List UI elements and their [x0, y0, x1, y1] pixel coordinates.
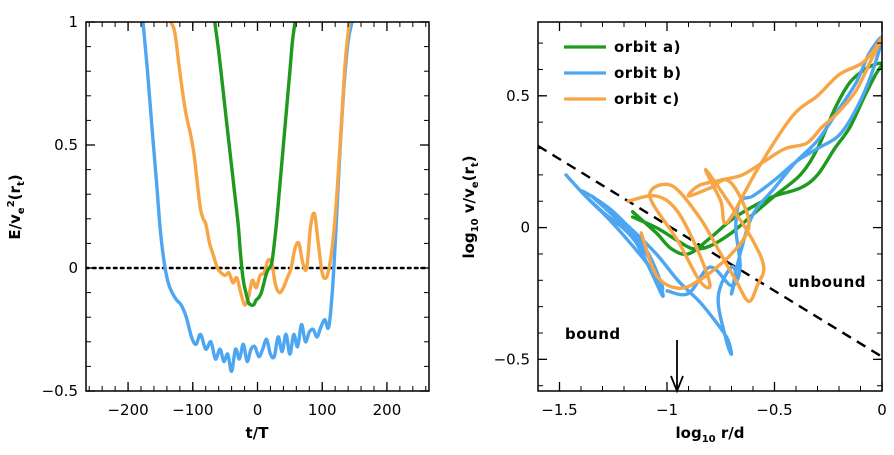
right-panel: −1.5 −1 −0.5 0 −0.5 0 0.5 log10 r/d log10 v/ve… — [460, 21, 887, 445]
left-y-tick-label: 0.5 — [54, 136, 78, 154]
left-x-tick-label: 100 — [308, 401, 337, 419]
right-x-axis-label: log10 r/d — [676, 424, 745, 445]
legend: orbit a) orbit b) orbit c) — [564, 38, 682, 108]
legend-label: orbit b) — [614, 64, 682, 82]
legend-label: orbit a) — [614, 38, 681, 56]
left-x-tick-label: 200 — [373, 401, 402, 419]
right-x-tick-label: −0.5 — [756, 401, 792, 419]
left-panel: −200 −100 0 100 200 −0.5 0 0.5 1 t/T E/ve2(rt) — [6, 13, 430, 442]
left-series-orbitb — [141, 22, 354, 374]
left-x-tick-label: −200 — [107, 401, 148, 419]
left-y-tick-label: 0 — [68, 259, 78, 277]
left-series-orbitc — [169, 22, 352, 307]
left-x-axis-label: t/T — [246, 424, 270, 442]
left-y-tick-label: 1 — [68, 13, 78, 31]
right-x-tick-label: 0 — [877, 401, 887, 419]
legend-label: orbit c) — [614, 90, 680, 108]
right-y-tick-label: 0 — [520, 219, 530, 237]
left-x-tick-label: 0 — [253, 401, 263, 419]
right-y-axis-label: log10 v/ve(rt) — [460, 155, 481, 258]
left-y-axis-label: E/ve2(rt) — [6, 174, 27, 239]
bound-label: bound — [565, 325, 621, 343]
right-y-tick-label: 0.5 — [506, 87, 530, 105]
right-x-tick-label: −1.5 — [541, 401, 577, 419]
arrow-marker — [670, 340, 684, 394]
right-series-orbitb — [564, 35, 882, 356]
unbound-label: unbound — [788, 273, 866, 291]
left-plot-frame — [85, 21, 430, 392]
left-series-orbita — [213, 22, 297, 308]
left-y-tick-label: −0.5 — [42, 382, 78, 400]
left-x-tick-label: −100 — [172, 401, 213, 419]
right-y-tick-label: −0.5 — [494, 350, 530, 368]
right-x-tick-label: −1 — [656, 401, 678, 419]
right-series-orbitc — [626, 36, 882, 304]
